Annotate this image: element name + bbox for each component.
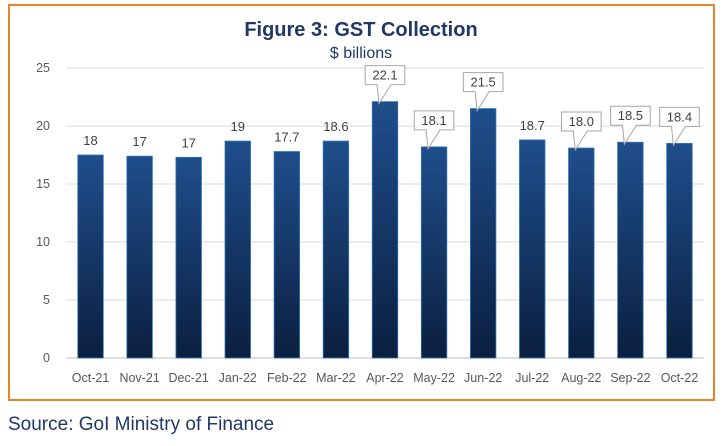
x-tick-label: May-22 [413,371,455,385]
x-tick-label: Mar-22 [316,371,356,385]
gst-bar-chart: Figure 3: GST Collection $ billions 0 5 10… [36,19,704,385]
x-tick-label: Oct-22 [661,371,699,385]
x-tick-label: Apr-22 [366,371,404,385]
bar [617,141,644,359]
bar [371,101,399,359]
data-label: 19 [231,119,245,134]
x-tick-label: Jun-22 [464,371,502,385]
data-label: 18.6 [323,119,348,134]
data-label-callout [413,110,455,151]
source-note: Source: GoI Ministry of Finance [8,414,275,435]
bar [77,154,104,359]
bar [224,140,251,359]
data-label: 18.4 [667,109,692,124]
x-tick-label: Nov-21 [119,371,159,385]
x-axis-ticks: Oct-21 Nov-21 Dec-21 Jan-22 Feb-22 Mar-22 Apr-… [72,371,698,385]
x-tick-label: Oct-21 [72,371,110,385]
x-tick-label: Dec-21 [169,371,209,385]
data-label: 17 [132,134,146,149]
bar [420,146,448,359]
bar [273,151,301,359]
data-label: 18.5 [618,108,643,123]
data-label: 17 [181,135,195,150]
bar [568,147,595,359]
bar [322,140,350,359]
data-label-callout [561,111,602,152]
y-tick-label: 10 [36,235,50,249]
bar [469,108,497,359]
bars [77,101,693,359]
data-label: 22.1 [372,68,397,83]
x-tick-label: Aug-22 [561,371,601,385]
chart-subtitle: $ billions [330,45,392,62]
bar [175,156,202,359]
data-label-callout [659,106,700,147]
data-label: 18.1 [421,113,446,128]
x-tick-label: Jul-22 [515,371,549,385]
x-tick-label: Jan-22 [219,371,257,385]
data-label: 18.7 [520,118,545,133]
y-tick-label: 15 [36,177,50,191]
y-tick-label: 5 [43,293,50,307]
chart-title: Figure 3: GST Collection [244,19,477,41]
data-label-callout [610,105,651,146]
x-tick-label: Feb-22 [267,371,307,385]
data-label: 18.0 [569,114,594,129]
data-label: 21.5 [470,75,495,90]
data-label: 17.7 [274,130,299,145]
data-label-callout [462,72,504,113]
data-labels: 18 17 17 19 17.7 18.6 22.1 18.1 21.5 18.7 18.0 18.5… [83,65,700,152]
bar [126,155,153,359]
y-tick-label: 0 [43,351,50,365]
x-tick-label: Sep-22 [610,371,650,385]
y-tick-label: 20 [36,119,50,133]
bar [519,139,546,359]
chart-frame: Figure 3: GST Collection $ billions 0 5 10… [8,4,715,401]
bar [666,142,693,359]
y-tick-label: 25 [36,61,50,75]
data-label: 18 [83,133,97,148]
y-axis-ticks: 0 5 10 15 20 25 [36,61,50,365]
data-label-callout [364,65,406,106]
